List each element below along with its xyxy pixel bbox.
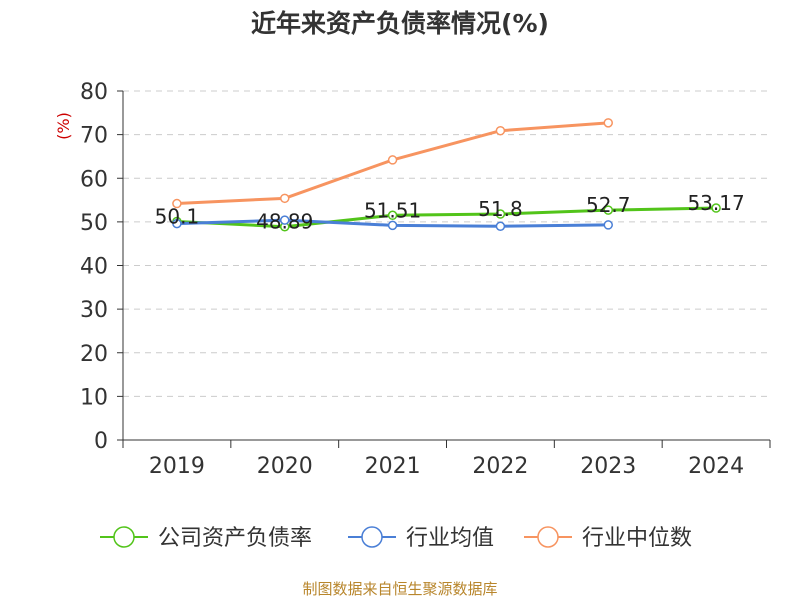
series-line-0 <box>176 206 717 229</box>
x-tick-label-2024: 2024 <box>688 454 744 479</box>
y-tick-label: 40 <box>80 255 108 280</box>
x-tick-label-2020: 2020 <box>257 454 313 479</box>
y-tick-label: 30 <box>80 298 108 323</box>
data-label: 53.17 <box>687 191 744 215</box>
data-label: 52.7 <box>586 193 631 217</box>
legend: 公司资产负债率 行业均值 行业中位数 <box>100 526 692 551</box>
legend-item-2: 行业中位数 <box>524 526 692 551</box>
legend-label: 行业中位数 <box>582 526 692 551</box>
legend-label: 行业均值 <box>406 526 494 551</box>
legend-marker <box>537 526 559 548</box>
source-note: 制图数据来自恒生聚源数据库 <box>302 580 498 598</box>
legend-item-1: 行业均值 <box>348 526 494 551</box>
series-point-2 <box>387 155 398 165</box>
legend-label: 公司资产负债率 <box>158 526 312 551</box>
x-tick-label-2022: 2022 <box>472 454 528 479</box>
x-tick-label-2021: 2021 <box>365 454 421 479</box>
series-point-2 <box>172 198 182 209</box>
y-tick-label: 60 <box>80 167 108 192</box>
data-labels: 50.1 48.89 51.51 51.8 52.7 53.17 <box>155 191 745 234</box>
grid-lines <box>123 90 770 397</box>
series-point-0 <box>387 210 398 221</box>
series-point-1 <box>172 218 182 229</box>
axes: 0 10 20 30 40 50 60 70 80 (%) 2019 2020 2021 2022 2023… <box>54 80 771 479</box>
series-point-1 <box>387 220 398 231</box>
series-lines <box>172 118 721 232</box>
legend-marker <box>113 526 135 548</box>
series-point-0 <box>711 203 721 213</box>
series-point-2 <box>495 125 506 136</box>
data-label: 51.8 <box>478 197 523 221</box>
data-label: 48.89 <box>256 210 313 234</box>
series-point-1 <box>280 215 290 225</box>
series-point-0 <box>603 205 613 215</box>
series-point-2 <box>603 118 613 128</box>
series-point-0 <box>495 209 506 219</box>
x-tick-label-2023: 2023 <box>580 454 636 479</box>
series-point-1 <box>495 221 506 231</box>
y-tick-label: 80 <box>80 80 108 105</box>
y-tick-label: 10 <box>80 385 108 410</box>
x-tick-label-2019: 2019 <box>149 454 205 479</box>
data-label: 51.51 <box>364 198 421 222</box>
legend-item-0: 公司资产负债率 <box>100 526 312 551</box>
legend-marker <box>361 526 383 548</box>
y-axis-label: (%) <box>54 112 73 140</box>
chart-title: 近年来资产负债率情况(%) <box>251 9 549 38</box>
series-point-2 <box>280 193 290 204</box>
y-tick-label: 50 <box>80 211 108 236</box>
y-tick-label: 0 <box>94 429 108 454</box>
y-tick-label: 20 <box>80 342 108 367</box>
data-label: 50.1 <box>155 204 200 228</box>
series-point-1 <box>603 220 613 230</box>
y-tick-label: 70 <box>80 124 108 149</box>
